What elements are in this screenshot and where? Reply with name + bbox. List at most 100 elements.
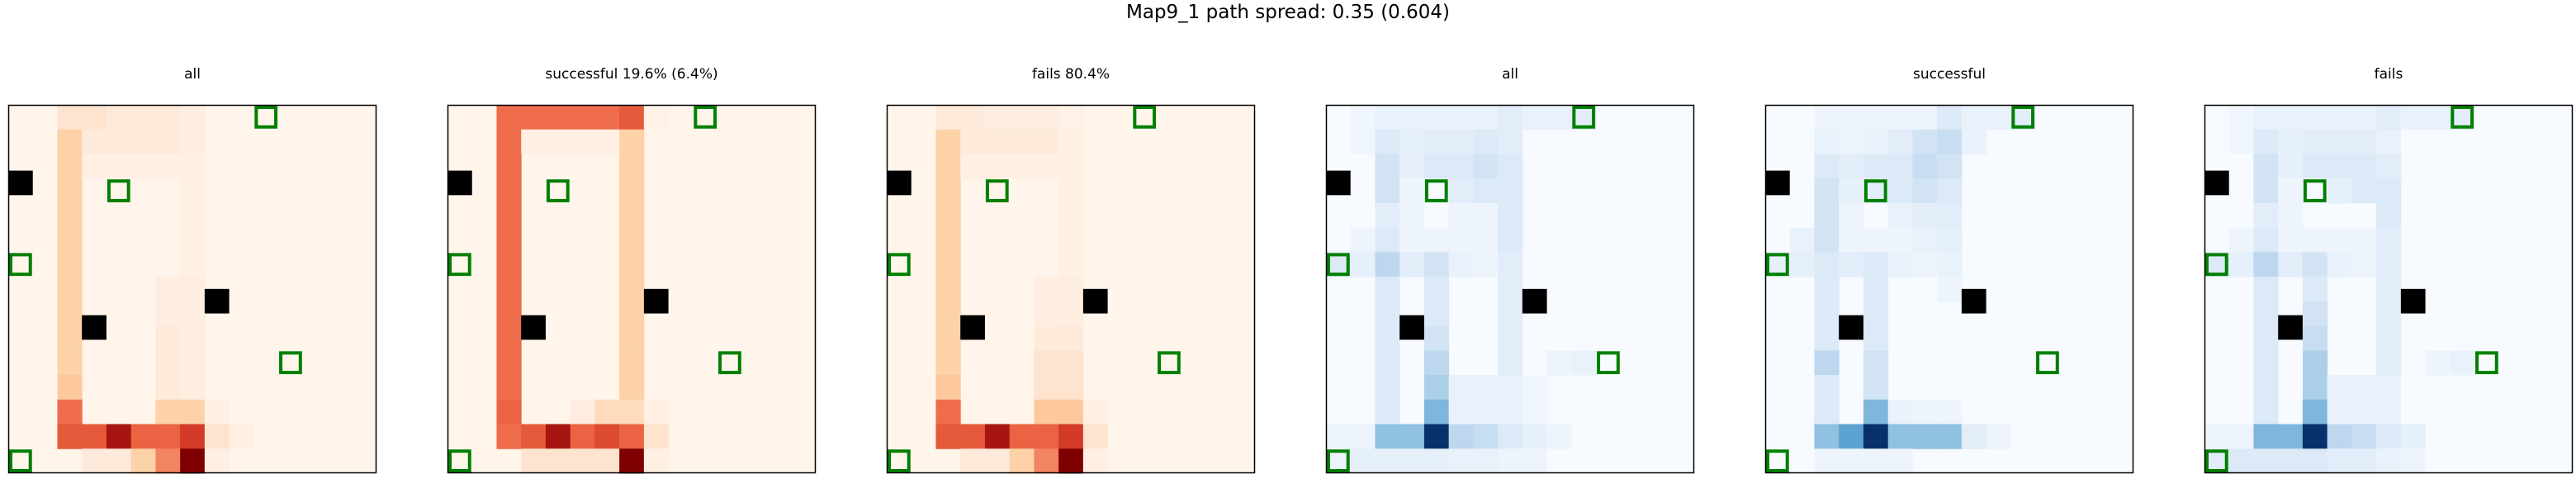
heatmap-cell (935, 252, 961, 277)
heatmap-cell (155, 424, 181, 449)
heatmap-cell (2302, 448, 2328, 474)
heatmap-cell (2327, 448, 2352, 474)
heatmap-cell (1423, 227, 1450, 253)
heatmap-cell (1814, 105, 1840, 130)
heatmap-cell (1399, 202, 1425, 229)
heatmap-cell (1058, 277, 1084, 302)
heatmap-cell (1375, 350, 1400, 376)
heatmap-cell (57, 350, 83, 376)
heatmap-cell (1498, 375, 1523, 401)
heatmap-cell (1498, 350, 1523, 376)
heatmap-cell (619, 105, 645, 130)
heatmap-cell (1887, 399, 1913, 425)
heatmap-cell (1473, 202, 1499, 229)
goal-marker (1766, 449, 1789, 472)
heatmap-cell (1937, 178, 1963, 204)
heatmap-cell (1375, 301, 1400, 327)
heatmap-cell (1498, 277, 1523, 302)
heatmap-cell (619, 399, 645, 425)
panel-title-4: all (1502, 66, 1518, 83)
heatmap-cell (1498, 448, 1523, 474)
heatmap-cell (2327, 154, 2352, 179)
heatmap-cell (984, 448, 1011, 474)
heatmap-cell (2376, 178, 2402, 204)
heatmap-cell (1448, 227, 1474, 253)
heatmap-cell (496, 350, 522, 376)
heatmap-cell (2228, 424, 2254, 449)
heatmap-cell (1423, 105, 1450, 130)
goal-marker (1572, 106, 1596, 129)
heatmap-cell (2228, 227, 2254, 253)
heatmap-cell (106, 129, 132, 154)
heatmap-cell (984, 129, 1011, 154)
heatmap-cell (1058, 154, 1084, 179)
heatmap-cell (1473, 399, 1499, 425)
heatmap-cell (2376, 129, 2402, 154)
heatmap-cell (960, 424, 986, 449)
heatmap-cell (1423, 154, 1450, 179)
heatmap-cell (594, 105, 620, 130)
heatmap-cell (2253, 178, 2279, 204)
heatmap-cell (2228, 129, 2254, 154)
heatmap-cell (935, 178, 961, 204)
heatmap-cell (619, 227, 645, 253)
heatmap-cell (570, 105, 595, 130)
heatmap-cell (82, 448, 107, 474)
heatmap-cell (1839, 202, 1864, 229)
heatmap-cell (82, 105, 107, 130)
heatmap-cell (1423, 301, 1450, 327)
heatmap-cell (1912, 129, 1938, 154)
heatmap-cell (1498, 424, 1523, 449)
heatmap-cell (2351, 448, 2377, 474)
heatmap-cell (2425, 350, 2451, 376)
heatmap-cell (2253, 301, 2279, 327)
heatmap-cell (619, 301, 645, 327)
goal-marker (2205, 253, 2228, 277)
heatmap-cell (1473, 129, 1499, 154)
heatmap-cell (1863, 129, 1889, 154)
heatmap-cell (2351, 399, 2377, 425)
heatmap-cell (2253, 129, 2279, 154)
heatmap-cell (1863, 301, 1889, 327)
goal-marker (1863, 179, 1887, 202)
heatmap-cell (619, 178, 645, 204)
heatmap-cell (570, 424, 595, 449)
heatmap-cell (2302, 350, 2328, 376)
heatmap-cell (2376, 252, 2402, 277)
heatmap-cell (643, 424, 670, 449)
heatmap-cell (496, 227, 522, 253)
heatmap-cell (496, 252, 522, 277)
heatmap-cell (960, 105, 986, 130)
heatmap-cell (57, 105, 83, 130)
heatmap-panel-6 (2204, 104, 2574, 474)
goal-marker (2475, 351, 2498, 375)
heatmap-cell (2327, 105, 2352, 130)
heatmap-cell (594, 424, 620, 449)
heatmap-cell (57, 301, 83, 327)
heatmap-cell (2278, 129, 2304, 154)
heatmap-cell (1912, 178, 1938, 204)
heatmap-cell (2278, 154, 2304, 179)
heatmap-cell (1423, 350, 1450, 376)
heatmap-cell (2253, 325, 2279, 351)
heatmap-cell (1814, 424, 1840, 449)
heatmap-cell (1473, 424, 1499, 449)
heatmap-cell (545, 105, 571, 130)
goal-marker (2036, 351, 2059, 375)
heatmap-cell (1912, 399, 1938, 425)
heatmap-cell (594, 399, 620, 425)
goal-marker (1327, 253, 1350, 277)
wall-block (2400, 288, 2426, 314)
heatmap-cell (1082, 399, 1109, 425)
heatmap-cell (1375, 178, 1400, 204)
heatmap-cell (180, 277, 206, 302)
heatmap-cell (594, 448, 620, 474)
heatmap-cell (180, 129, 206, 154)
heatmap-cell (1887, 424, 1913, 449)
heatmap-cell (180, 202, 206, 229)
heatmap-cell (1058, 448, 1084, 474)
heatmap-cell (1498, 154, 1523, 179)
heatmap-cell (1326, 424, 1352, 449)
heatmap-cell (1350, 129, 1376, 154)
goal-marker (448, 253, 471, 277)
